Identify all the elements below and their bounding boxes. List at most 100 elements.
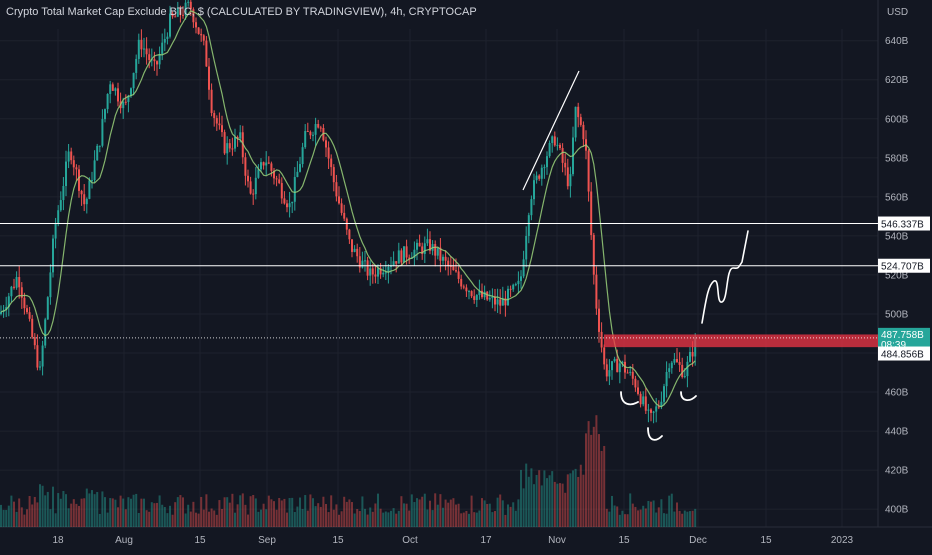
volume-bar <box>52 486 54 527</box>
candle-body <box>171 13 174 17</box>
volume-bar <box>221 508 223 527</box>
volume-bar <box>371 511 374 527</box>
volume-bar <box>117 507 119 527</box>
candle-body <box>348 229 351 240</box>
candle-body <box>223 132 226 154</box>
volume-bar <box>655 512 658 527</box>
volume-bar <box>416 498 418 527</box>
candle-body <box>153 59 156 62</box>
volume-bar <box>579 464 582 527</box>
candle-body <box>20 287 23 298</box>
candle-body <box>618 363 621 373</box>
volume-bar <box>213 510 216 527</box>
y-tick-label: 540B <box>885 231 909 242</box>
candle-body <box>174 16 177 18</box>
volume-bar <box>215 514 218 527</box>
candle-body <box>546 156 548 168</box>
resistance-zone[interactable] <box>604 334 878 348</box>
volume-bar <box>683 510 686 527</box>
volume-bar <box>496 497 499 527</box>
volume-bar <box>670 493 673 527</box>
candle-body <box>15 277 18 288</box>
candle-body <box>293 177 296 202</box>
volume-bar <box>218 500 221 527</box>
volume-bar <box>7 505 10 527</box>
volume-bar <box>449 499 452 527</box>
candle-body <box>652 411 655 413</box>
volume-bar <box>228 502 231 527</box>
y-tick-label: 620B <box>885 75 909 86</box>
volume-bar <box>694 508 697 527</box>
volume-bar <box>182 497 184 527</box>
candle-body <box>109 84 112 94</box>
volume-bar <box>335 504 338 527</box>
volume-bar <box>247 514 249 527</box>
volume-bar <box>104 497 106 527</box>
volume-bar <box>509 506 512 527</box>
candle-body <box>317 124 320 128</box>
candle-body <box>676 359 678 362</box>
candle-body <box>306 131 309 133</box>
candle-body <box>158 54 161 65</box>
volume-bar <box>392 508 395 527</box>
candle-body <box>351 239 353 252</box>
volume-bar <box>28 495 31 527</box>
candle-body <box>83 194 86 205</box>
candle-body <box>499 299 502 306</box>
x-tick-label: 18 <box>52 535 64 546</box>
volume-bar <box>254 498 257 527</box>
volume-bar <box>210 508 213 527</box>
volume-bar <box>119 495 122 527</box>
volume-bar <box>535 474 538 527</box>
volume-bar <box>488 503 491 527</box>
annotation-trendline[interactable] <box>522 70 580 191</box>
volume-bar <box>270 499 273 527</box>
candle-body <box>228 143 231 149</box>
volume-bar <box>652 500 655 527</box>
candle-body <box>0 311 2 314</box>
annotation-right-shoulder[interactable] <box>680 391 697 401</box>
candle-body <box>288 203 291 208</box>
volume-bar <box>512 502 515 527</box>
candle-body <box>124 101 127 103</box>
candle-body <box>452 266 455 271</box>
candle-body <box>504 298 507 306</box>
candle-body <box>491 296 494 299</box>
candle-body <box>683 376 686 378</box>
candle-body <box>309 131 312 136</box>
candle-body <box>117 88 119 102</box>
volume-bar <box>540 485 543 527</box>
candle-body <box>637 387 639 394</box>
candle-body <box>301 147 304 165</box>
volume-bar <box>644 508 647 527</box>
volume-bar <box>70 503 73 527</box>
volume-bar <box>13 501 15 527</box>
candle-body <box>470 291 473 297</box>
candle-body <box>265 162 268 166</box>
candle-body <box>371 268 374 275</box>
volume-bar <box>413 502 416 527</box>
candle-body <box>655 406 658 412</box>
volume-bar <box>361 496 364 527</box>
annotation-left-shoulder[interactable] <box>620 391 639 406</box>
candle-body <box>132 72 135 89</box>
volume-bar <box>548 475 551 527</box>
volume-bar <box>530 468 533 527</box>
candle-body <box>590 191 593 236</box>
volume-bar <box>629 493 632 527</box>
candle-body <box>361 260 364 268</box>
volume-bar <box>468 513 470 527</box>
candle-body <box>460 278 463 287</box>
candle-body <box>96 145 99 161</box>
volume-bar <box>72 499 75 527</box>
candle-body <box>634 378 637 388</box>
annotation-head[interactable] <box>647 427 663 441</box>
candle-body <box>314 124 317 135</box>
volume-bar <box>345 501 348 527</box>
annotation-projection-path[interactable] <box>701 230 749 324</box>
volume-bar <box>374 503 377 527</box>
candle-body <box>226 143 229 154</box>
volume-bar <box>156 502 158 527</box>
